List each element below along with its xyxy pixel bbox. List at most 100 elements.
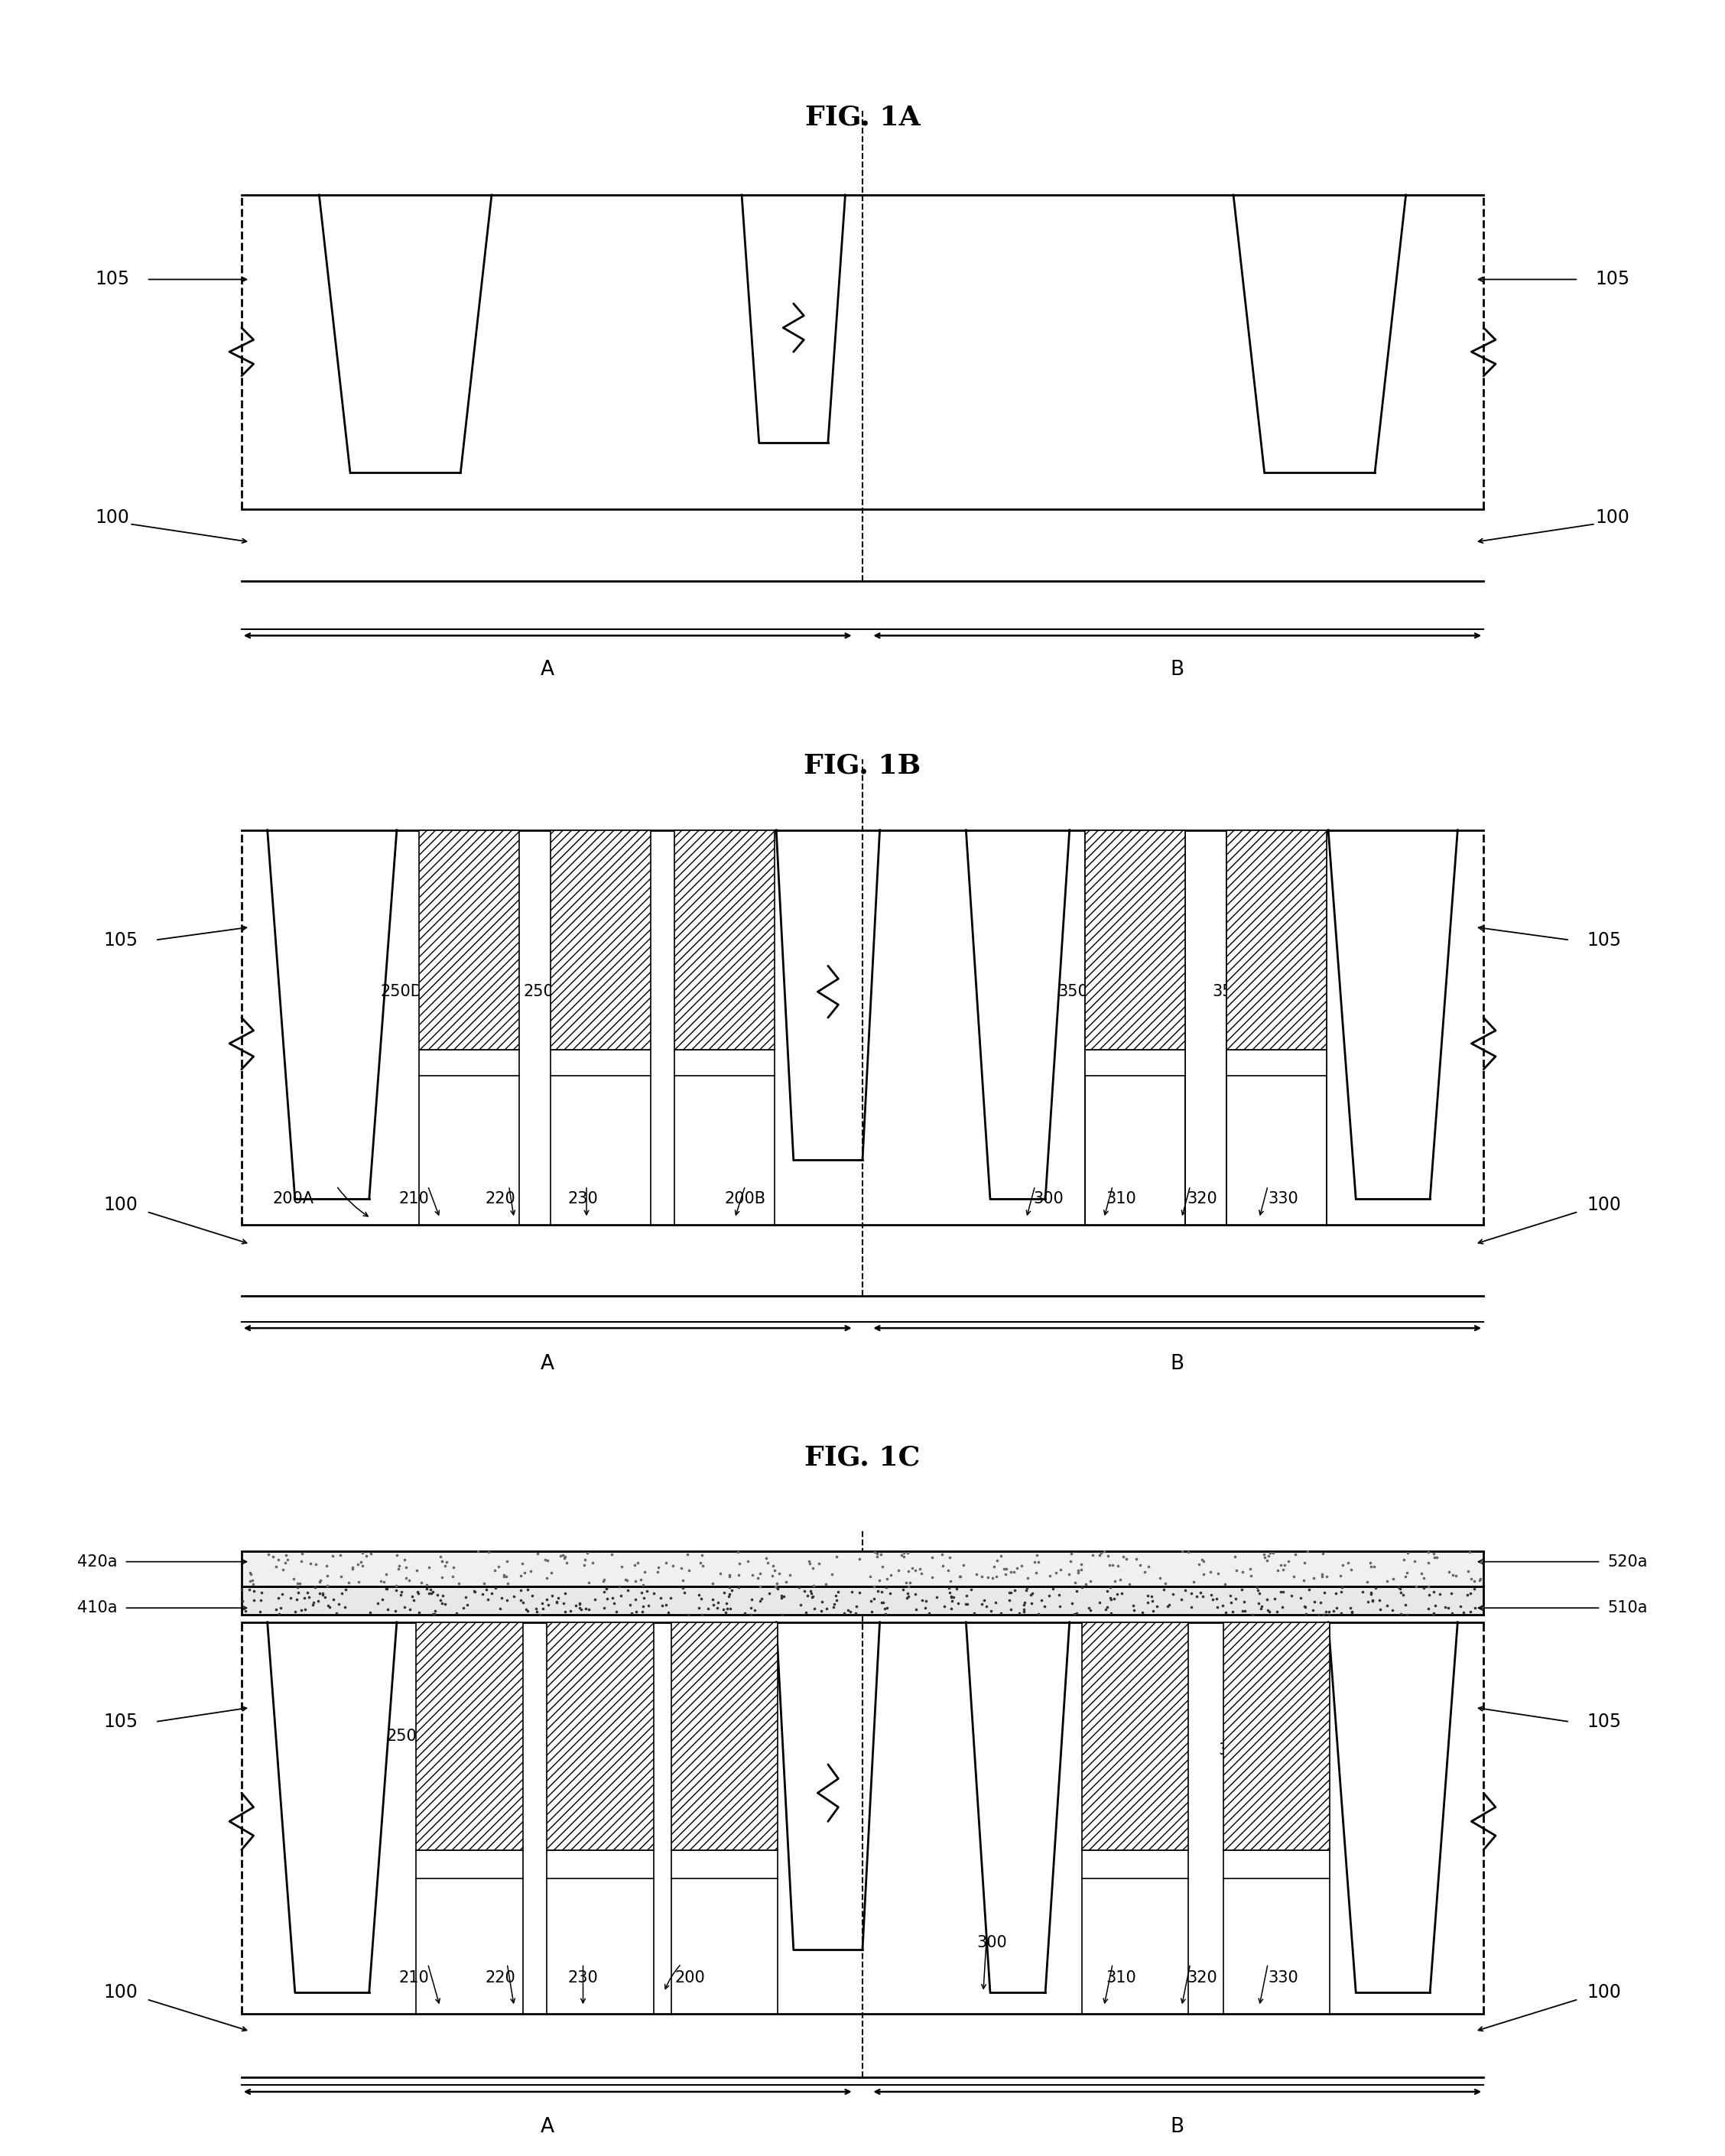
Point: [652, 1587, 680, 1621]
Point: [906, 1552, 933, 1587]
Point: [1013, 1570, 1040, 1604]
Bar: [1226, 830, 1327, 1050]
Point: [716, 1578, 743, 1613]
Point: [550, 1587, 578, 1621]
Point: [823, 1539, 850, 1574]
Point: [266, 1598, 293, 1632]
Point: [1458, 1576, 1485, 1611]
Point: [1197, 1578, 1225, 1613]
Point: [305, 1583, 333, 1617]
Point: [787, 1587, 814, 1621]
Point: [395, 1563, 423, 1598]
Point: [383, 1570, 411, 1604]
Point: [400, 1583, 428, 1617]
Point: [766, 1557, 794, 1591]
Point: [900, 1552, 928, 1587]
Point: [417, 1576, 445, 1611]
Point: [1120, 1589, 1147, 1623]
Point: [295, 1580, 323, 1615]
Bar: [1082, 1621, 1189, 1850]
Point: [369, 1583, 397, 1617]
Point: [1254, 1539, 1282, 1574]
Point: [509, 1585, 536, 1619]
Point: [888, 1572, 916, 1606]
Point: [1038, 1572, 1066, 1606]
Point: [987, 1595, 1014, 1630]
Point: [1337, 1593, 1364, 1628]
Point: [968, 1587, 995, 1621]
Point: [1308, 1559, 1335, 1593]
Point: [1094, 1539, 1121, 1574]
Point: [761, 1570, 788, 1604]
Point: [1171, 1572, 1199, 1606]
Point: [1097, 1583, 1125, 1617]
Text: 100: 100: [103, 1984, 138, 2001]
Point: [1176, 1589, 1204, 1623]
Point: [288, 1593, 316, 1628]
Point: [1275, 1544, 1302, 1578]
Point: [307, 1563, 335, 1598]
Point: [526, 1598, 554, 1632]
Point: [1263, 1595, 1290, 1630]
Text: 250: 250: [386, 1729, 417, 1744]
Text: 250D: 250D: [381, 983, 423, 1000]
Point: [1047, 1552, 1075, 1587]
Point: [533, 1561, 561, 1595]
Text: B: B: [1170, 2117, 1185, 2137]
Point: [1392, 1559, 1420, 1593]
Point: [1189, 1542, 1216, 1576]
Bar: [1085, 830, 1185, 1050]
Point: [554, 1546, 581, 1580]
Point: [461, 1574, 488, 1608]
Point: [669, 1563, 697, 1598]
Point: [419, 1595, 447, 1630]
Point: [1126, 1548, 1154, 1583]
Point: [485, 1550, 512, 1585]
Point: [524, 1537, 552, 1572]
Point: [507, 1559, 535, 1593]
Point: [1190, 1544, 1218, 1578]
Point: [373, 1572, 400, 1606]
Point: [628, 1563, 656, 1598]
Point: [1154, 1589, 1182, 1623]
Text: 300: 300: [1033, 1190, 1064, 1207]
Point: [963, 1557, 990, 1591]
Point: [735, 1544, 762, 1578]
Point: [771, 1565, 799, 1600]
Point: [916, 1595, 944, 1630]
Point: [895, 1570, 923, 1604]
Point: [1418, 1598, 1446, 1632]
Point: [281, 1595, 309, 1630]
Point: [1076, 1563, 1104, 1598]
Point: [573, 1535, 600, 1570]
Point: [726, 1546, 754, 1580]
Point: [1135, 1548, 1163, 1583]
Point: [292, 1593, 319, 1628]
Point: [823, 1578, 850, 1613]
Point: [1461, 1591, 1489, 1626]
Bar: [416, 1621, 523, 1850]
Point: [894, 1580, 921, 1615]
Text: 320: 320: [1187, 1971, 1218, 1986]
Point: [1106, 1563, 1133, 1598]
Point: [800, 1591, 828, 1626]
Point: [856, 1559, 883, 1593]
Point: [1335, 1546, 1363, 1580]
Point: [416, 1550, 443, 1585]
Point: [507, 1583, 535, 1617]
Point: [1394, 1598, 1421, 1632]
Point: [305, 1565, 333, 1600]
Point: [1373, 1563, 1401, 1598]
Point: [1159, 1576, 1187, 1611]
Point: [412, 1572, 440, 1606]
Point: [1071, 1567, 1099, 1602]
Point: [923, 1580, 950, 1615]
Point: [352, 1539, 380, 1574]
Point: [1327, 1595, 1354, 1630]
Point: [1414, 1570, 1442, 1604]
Point: [445, 1565, 473, 1600]
Point: [621, 1583, 649, 1617]
Text: 105: 105: [103, 931, 138, 949]
Point: [1063, 1595, 1090, 1630]
Point: [1442, 1559, 1470, 1593]
